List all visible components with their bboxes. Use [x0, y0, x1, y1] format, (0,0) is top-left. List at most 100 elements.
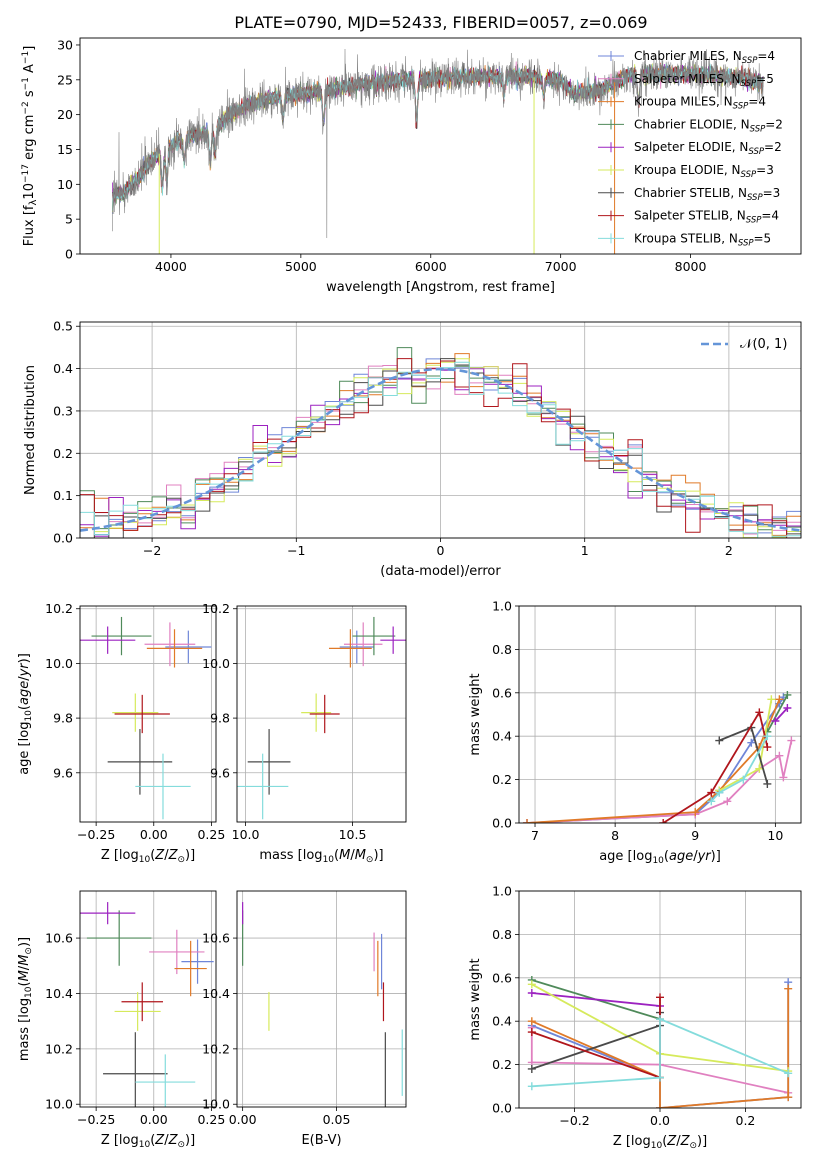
legend-entry: Salpeter STELIB, NSSP=4: [598, 209, 779, 226]
y-tick-label: 10.2: [45, 1041, 73, 1056]
x-axis-label: Z [log10(Z/Z⊙)]: [101, 1133, 195, 1150]
x-tick-label: 0.00: [140, 827, 168, 842]
legend-label: Chabrier STELIB, NSSP=3: [634, 186, 780, 203]
mass-weight-marker: [527, 1028, 536, 1037]
legend-label: Kroupa ELODIE, NSSP=3: [634, 163, 774, 180]
axes-frame: [79, 321, 802, 539]
plot-area: [242, 902, 403, 1107]
errorbar-point: [135, 753, 191, 820]
x-tick-label: 1: [581, 543, 589, 558]
weight-vs-metallicity-panel: −0.2 0.0 0.2 0.0 0.2 0.4 0.6 0.8 1.0 Z [log10(Z/Z…: [468, 884, 802, 1151]
errorbar-point: [135, 1054, 196, 1107]
legend: Chabrier MILES, NSSP=4 Salpeter MILES, NS…: [598, 49, 783, 248]
y-axis-label: mass weight: [468, 958, 483, 1040]
x-tick-label: 0.25: [197, 827, 225, 842]
y-axis-label: Flux [fλ10−17 erg cm−2 s−1 A−1]: [21, 46, 39, 247]
mass-vs-metallicity-panel: −0.25 0.00 0.25 10.0 10.2 10.4 10.6 Z [log10(Z/…: [17, 890, 225, 1150]
mass-weight-marker: [784, 984, 793, 993]
legend-entry: Chabrier ELODIE, NSSP=2: [598, 117, 783, 134]
x-tick-label: −0.25: [77, 1112, 115, 1127]
y-axis-label: Normed distribution: [23, 365, 38, 495]
plot-area: [112, 48, 764, 254]
axes-frame: [79, 37, 802, 255]
legend-label: 𝒩(0, 1): [740, 337, 787, 352]
errorbar-point: [146, 629, 203, 668]
mass-weight-marker: [771, 717, 780, 726]
y-tick-label: 9.6: [210, 765, 230, 780]
mass-weight-line: [662, 709, 769, 823]
mass-weight-marker: [755, 708, 764, 717]
x-tick-label: 0.0: [650, 1113, 670, 1128]
errorbar-point: [121, 982, 163, 1022]
errorbar-point: [144, 622, 196, 667]
mass-weight-marker: [707, 797, 716, 806]
x-tick-label: 0.05: [323, 1112, 351, 1127]
errorbar-point: [301, 693, 332, 732]
mass-weight-marker: [755, 764, 764, 773]
legend: 𝒩(0, 1): [701, 337, 787, 352]
x-tick-label: 10: [767, 828, 783, 843]
legend-label: Salpeter MILES, NSSP=5: [634, 72, 774, 89]
y-tick-label: 9.8: [53, 711, 73, 726]
mass-weight-marker: [783, 703, 792, 712]
y-tick-label: 0.5: [53, 319, 73, 334]
mass-weight-marker: [739, 775, 748, 784]
plot-area: [80, 347, 801, 538]
mass-weight-line: [531, 997, 661, 1079]
plot-area: [237, 616, 406, 820]
y-tick-label: 10.6: [202, 931, 230, 946]
x-tick-label: −2: [143, 543, 161, 558]
axes-frame: [236, 890, 407, 1108]
y-tick-label: 10.6: [45, 931, 73, 946]
y-tick-label: 0.8: [492, 642, 512, 657]
mass-weight-marker: [715, 788, 724, 797]
mass-weight-marker: [656, 1104, 664, 1108]
y-tick-label: 10.2: [45, 601, 73, 616]
mass-weight-marker: [787, 736, 796, 745]
legend-entry: Salpeter ELODIE, NSSP=2: [598, 140, 782, 157]
mass-weight-marker: [523, 819, 532, 823]
mass-weight-marker: [779, 773, 788, 782]
mass-weight-line: [531, 1017, 789, 1088]
y-tick-label: 10.2: [202, 601, 230, 616]
errorbar-point: [181, 939, 214, 984]
x-tick-label: −1: [287, 543, 305, 558]
y-tick-label: 9.8: [210, 711, 230, 726]
y-axis-label: age [log10(age/yr)]: [17, 653, 34, 775]
mass-weight-marker: [527, 988, 536, 997]
y-tick-label: 10.2: [202, 1041, 230, 1056]
x-tick-label: 7000: [545, 259, 577, 274]
x-axis-label: mass [log10(M/M⊙)]: [259, 848, 383, 865]
x-tick-label: 8000: [675, 259, 707, 274]
residual-histogram-step: [80, 361, 801, 538]
errorbar-point: [114, 694, 170, 734]
y-tick-label: 0: [65, 247, 73, 262]
y-tick-label: 0.4: [492, 1014, 512, 1029]
mass-weight-marker: [656, 1015, 664, 1024]
residuals-panel: −2 −1 0 1 2 0.0 0.1 0.2 0.3 0.4 0.5 (data-model)/er…: [23, 319, 802, 579]
y-tick-label: 0.6: [492, 970, 512, 985]
mass-weight-marker: [691, 808, 700, 817]
mass-weight-marker: [783, 690, 792, 699]
errorbar-point: [237, 753, 289, 820]
mass-weight-marker: [767, 695, 776, 704]
x-tick-label: 0.00: [140, 1112, 168, 1127]
legend-label: Salpeter STELIB, NSSP=4: [634, 209, 779, 226]
x-tick-label: 0.00: [229, 1112, 257, 1127]
errorbar-point: [112, 693, 159, 732]
mass-weight-marker: [784, 1093, 793, 1102]
y-tick-label: 0.4: [492, 729, 512, 744]
x-tick-label: 0.2: [736, 1113, 756, 1128]
mass-weight-marker: [527, 1082, 536, 1091]
mass-weight-marker: [723, 797, 732, 806]
mass-vs-ebv-panel: 0.00 0.05 10.0 10.2 10.4 10.6 E(B-V): [202, 890, 407, 1148]
x-tick-label: −0.2: [559, 1113, 589, 1128]
weight-vs-age-panel: 7 8 9 10 0.0 0.2 0.4 0.6 0.8 1.0 age [log10(age/yr…: [468, 599, 802, 866]
y-tick-label: 0.6: [492, 685, 512, 700]
axes-frame: [236, 605, 407, 823]
errorbar-point: [114, 992, 161, 1031]
legend-entry: Kroupa ELODIE, NSSP=3: [598, 163, 774, 180]
x-tick-label: 7: [531, 828, 539, 843]
x-tick-label: 0: [437, 543, 445, 558]
x-tick-label: 8: [611, 828, 619, 843]
